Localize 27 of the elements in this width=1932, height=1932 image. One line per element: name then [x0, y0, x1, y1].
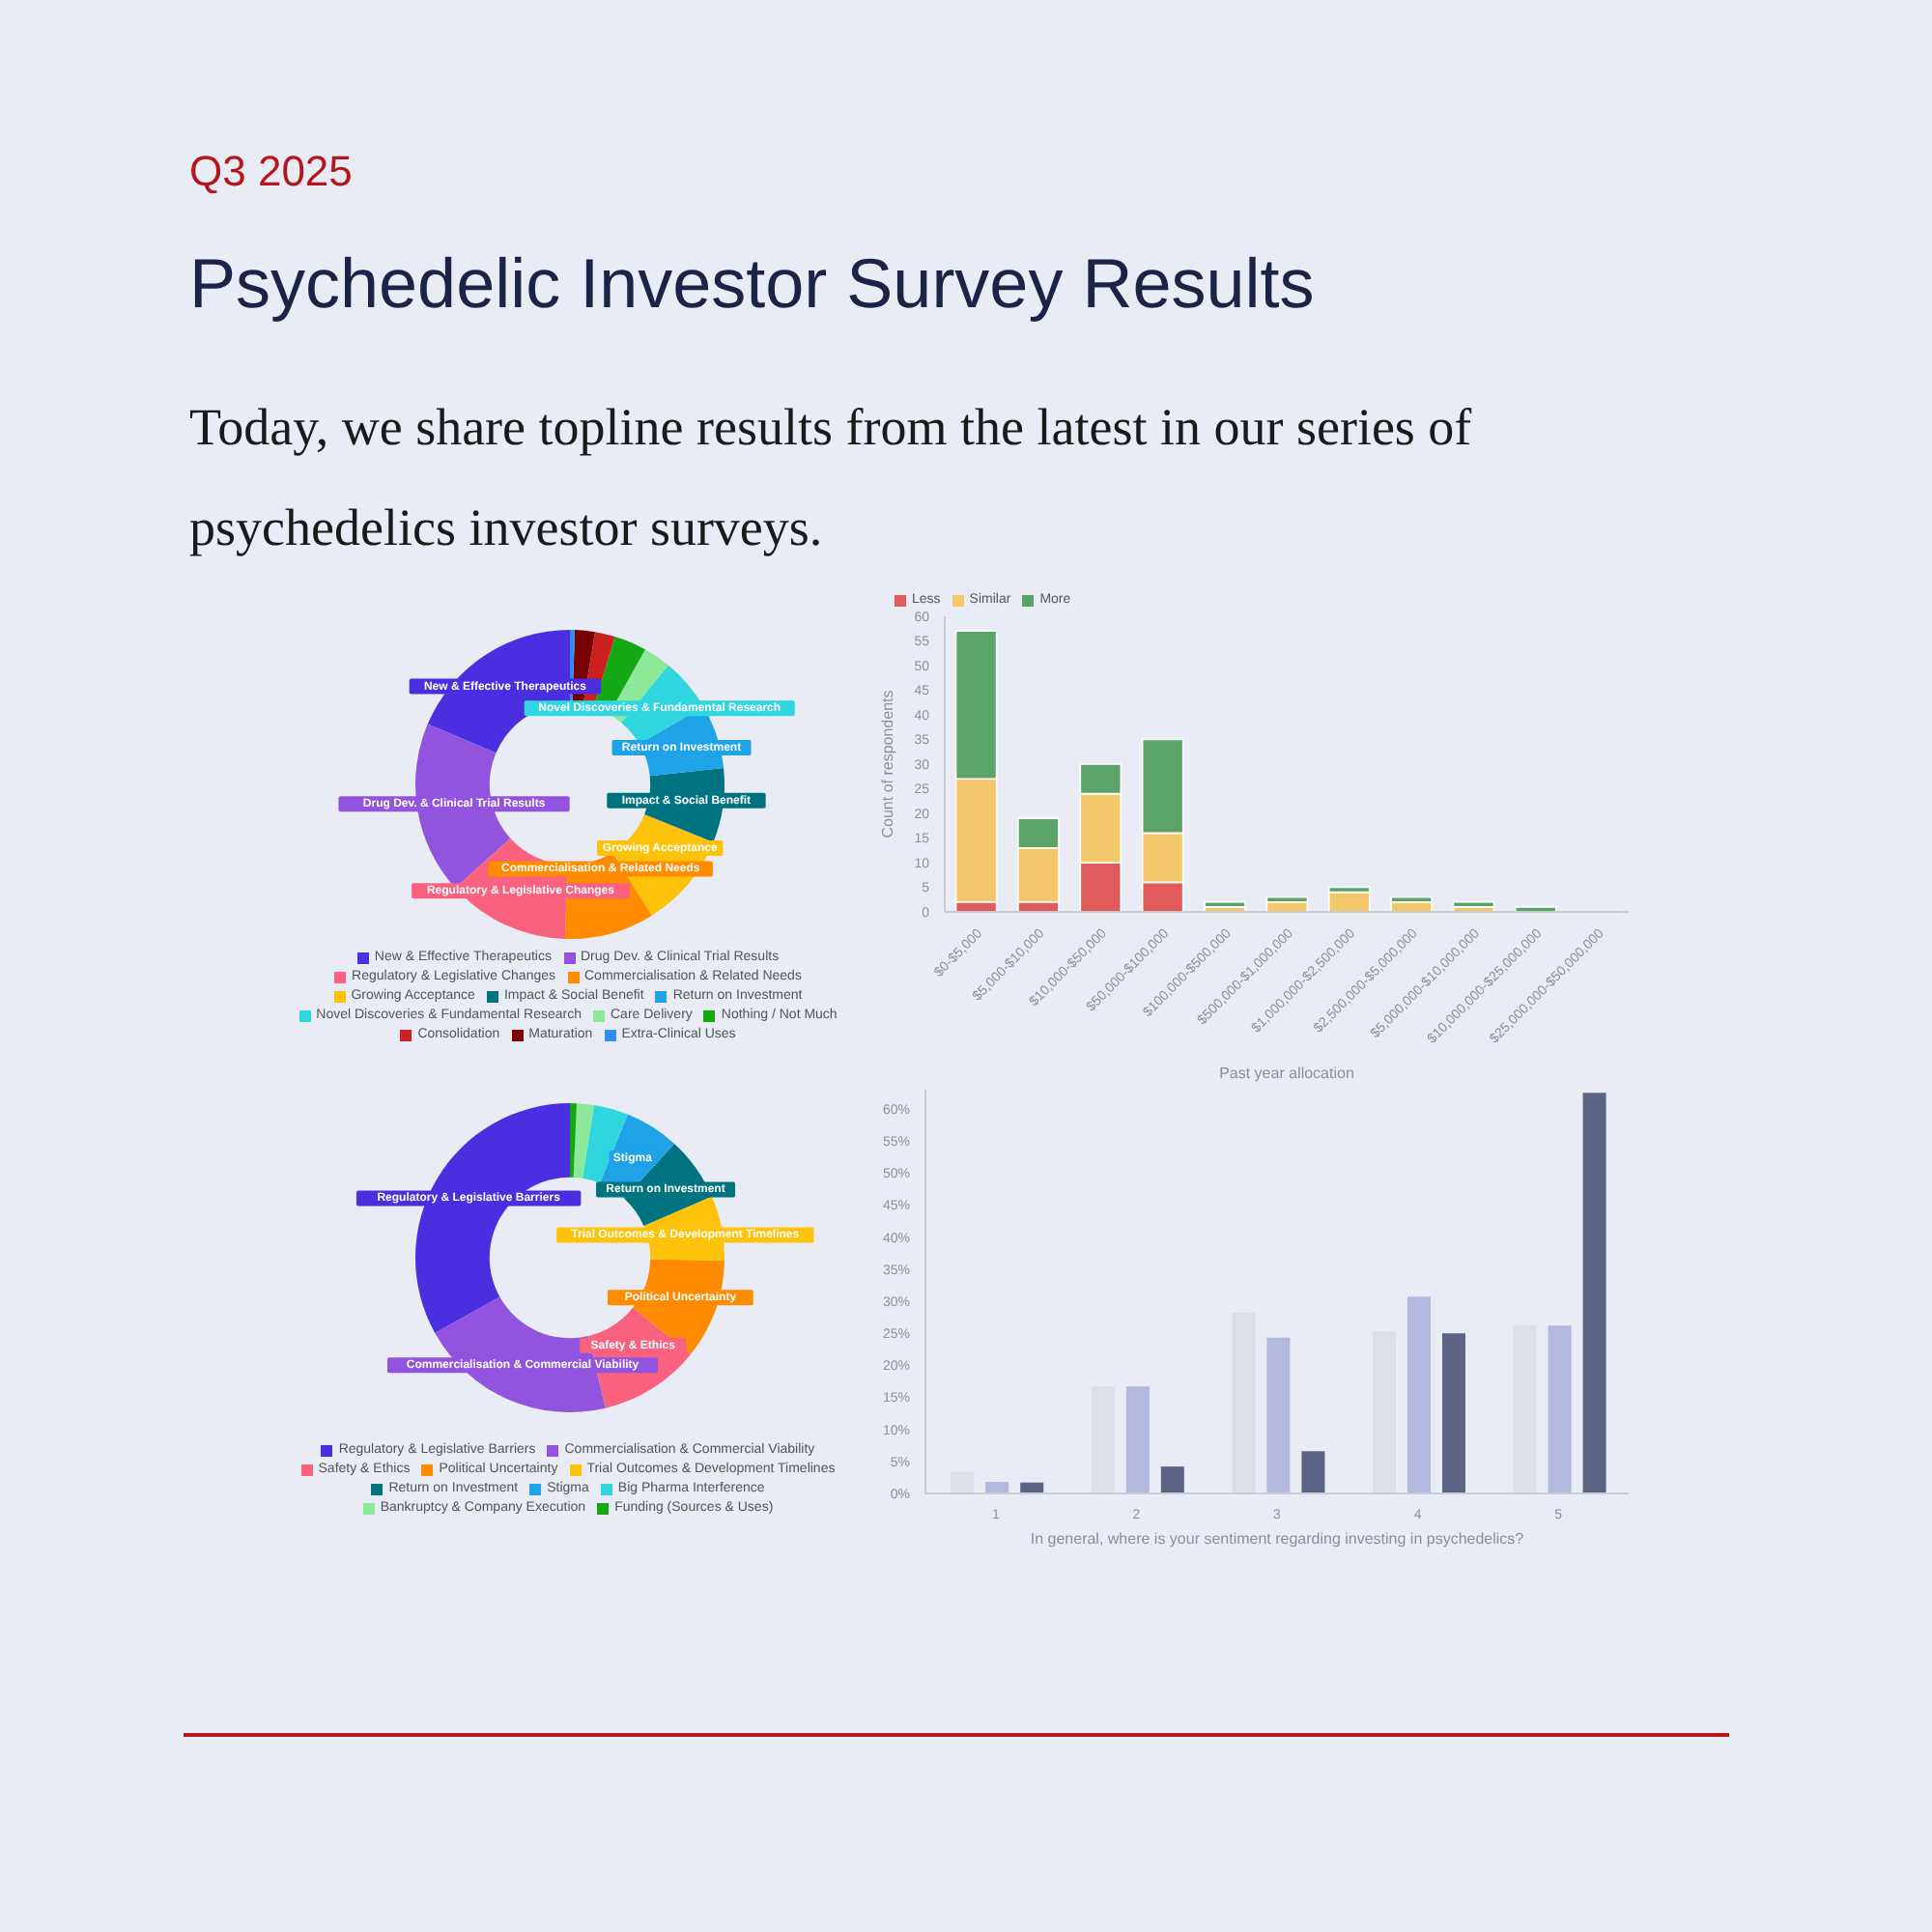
chart-subtitle: Today, we share topline results from the latest in our series of psychedelics investor surveys. [189, 396, 1474, 560]
bar [1513, 1325, 1537, 1493]
bar [1232, 1312, 1256, 1493]
y-axis-title: Count of respondents [878, 690, 896, 838]
x-axis-title: In general, where is your sentiment regarding investing in psychedelics? [1030, 1530, 1525, 1548]
bar [1160, 1466, 1184, 1493]
bar [1125, 1386, 1150, 1493]
bar [951, 1471, 975, 1493]
bar [1548, 1325, 1572, 1493]
bar [1091, 1386, 1115, 1493]
text: Q3 2025 [189, 147, 353, 197]
bar [1452, 901, 1495, 908]
bar [1407, 1296, 1432, 1493]
bar [1327, 891, 1371, 912]
donut-slice [570, 1103, 578, 1178]
x-axis-title: Past year allocation [1219, 1065, 1354, 1082]
bar [1390, 895, 1433, 903]
bar [1265, 895, 1309, 903]
bar [985, 1482, 1009, 1493]
bar [1301, 1451, 1325, 1493]
bar [1204, 901, 1246, 908]
bar [1266, 1337, 1291, 1493]
bar [1373, 1331, 1397, 1493]
bar [1442, 1333, 1466, 1493]
chart-title: Psychedelic Investor Survey Results [189, 243, 1315, 325]
donut-slice [573, 1103, 595, 1179]
bar [1582, 1093, 1606, 1493]
